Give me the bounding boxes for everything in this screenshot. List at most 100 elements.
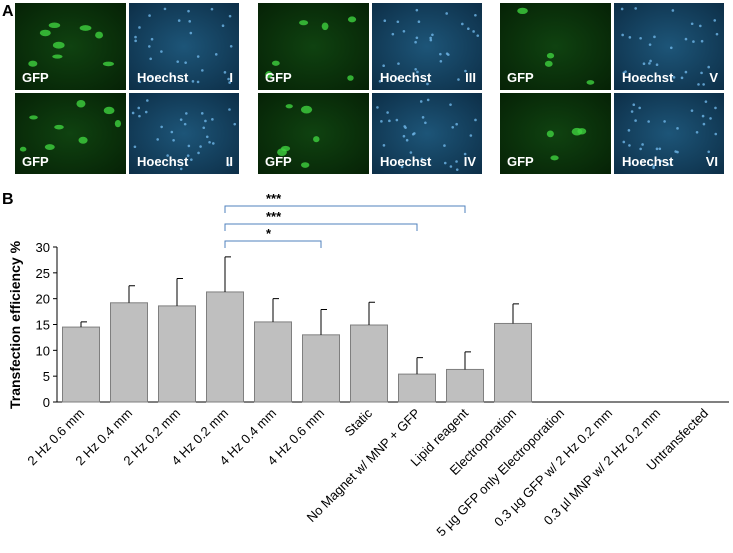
hoechst-image bbox=[614, 93, 724, 174]
nucleus bbox=[160, 50, 163, 53]
nucleus bbox=[704, 100, 708, 103]
nucleus bbox=[467, 27, 470, 31]
cell bbox=[48, 22, 61, 29]
nucleus bbox=[445, 12, 448, 15]
y-tick-label: 10 bbox=[36, 343, 50, 358]
nucleus bbox=[138, 26, 141, 29]
image-label: III bbox=[465, 70, 476, 85]
nucleus bbox=[642, 62, 646, 65]
nucleus bbox=[214, 53, 218, 56]
cell bbox=[280, 145, 291, 152]
image-label: Hoechst bbox=[137, 154, 189, 169]
nucleus bbox=[464, 69, 467, 73]
cell bbox=[95, 31, 104, 39]
nucleus bbox=[672, 76, 676, 79]
nucleus bbox=[221, 24, 225, 28]
nucleus bbox=[156, 138, 159, 141]
nucleus bbox=[414, 67, 417, 71]
image-label: I bbox=[229, 70, 233, 85]
y-tick-label: 15 bbox=[36, 318, 50, 333]
nucleus bbox=[233, 122, 237, 126]
nucleus bbox=[431, 33, 434, 37]
nucleus bbox=[463, 152, 467, 156]
nucleus bbox=[684, 70, 688, 74]
cell bbox=[19, 146, 27, 152]
cell bbox=[103, 106, 115, 115]
cell bbox=[544, 60, 553, 67]
nucleus bbox=[474, 118, 477, 122]
nucleus bbox=[429, 36, 432, 40]
nucleus bbox=[199, 145, 202, 148]
y-tick-label: 20 bbox=[36, 292, 50, 307]
nucleus bbox=[376, 106, 379, 109]
nucleus bbox=[622, 71, 626, 75]
nucleus bbox=[184, 61, 187, 64]
nucleus bbox=[404, 126, 407, 129]
significance-bracket bbox=[224, 240, 322, 248]
error-bar bbox=[320, 309, 327, 335]
image-label: GFP bbox=[22, 70, 49, 85]
gfp-image bbox=[15, 93, 126, 174]
nucleus bbox=[163, 7, 167, 11]
error-bar bbox=[416, 357, 423, 375]
nucleus bbox=[150, 37, 154, 41]
significance-bracket bbox=[224, 205, 466, 213]
nucleus bbox=[620, 7, 624, 11]
y-tick-label: 5 bbox=[43, 369, 50, 384]
nucleus bbox=[228, 108, 231, 111]
nucleus bbox=[212, 142, 215, 145]
hoechst-image bbox=[129, 3, 239, 90]
nucleus bbox=[188, 20, 192, 23]
nucleus bbox=[627, 129, 631, 132]
nucleus bbox=[474, 13, 477, 17]
nucleus bbox=[177, 19, 181, 22]
nucleus bbox=[628, 36, 632, 39]
nucleus bbox=[692, 40, 695, 43]
nucleus bbox=[700, 71, 703, 75]
nucleus bbox=[439, 59, 443, 63]
nucleus bbox=[648, 62, 651, 65]
cell bbox=[285, 104, 293, 109]
nucleus bbox=[690, 109, 694, 112]
image-label: GFP bbox=[265, 154, 292, 169]
bar bbox=[62, 326, 100, 403]
nucleus bbox=[176, 60, 180, 63]
cell bbox=[79, 25, 92, 31]
cell bbox=[39, 29, 51, 37]
nucleus bbox=[200, 112, 204, 115]
significance-label: *** bbox=[266, 191, 282, 206]
nucleus bbox=[639, 147, 642, 151]
cell bbox=[577, 128, 587, 135]
nucleus bbox=[144, 110, 148, 114]
nucleus bbox=[391, 32, 395, 36]
significance-label: * bbox=[266, 226, 272, 241]
nucleus bbox=[396, 77, 400, 80]
nucleus bbox=[190, 158, 193, 161]
nucleus bbox=[405, 138, 409, 142]
nucleus bbox=[414, 40, 417, 44]
nucleus bbox=[172, 138, 175, 142]
nucleus bbox=[154, 79, 158, 82]
cell bbox=[546, 130, 554, 138]
nucleus bbox=[676, 127, 679, 130]
nucleus bbox=[208, 140, 211, 144]
nucleus bbox=[149, 57, 152, 61]
gfp-image bbox=[258, 93, 369, 174]
bar bbox=[494, 322, 532, 403]
nucleus bbox=[671, 9, 675, 12]
nucleus bbox=[131, 111, 135, 115]
image-label: II bbox=[226, 154, 233, 169]
nucleus bbox=[229, 44, 233, 48]
image-label: GFP bbox=[22, 154, 49, 169]
error-bar bbox=[464, 351, 471, 370]
cell bbox=[52, 54, 63, 59]
error-bar bbox=[368, 301, 375, 326]
cell bbox=[102, 61, 115, 67]
nucleus bbox=[397, 62, 400, 65]
cell bbox=[313, 136, 320, 143]
nucleus bbox=[652, 164, 656, 168]
nucleus bbox=[134, 35, 137, 39]
y-tick-label: 25 bbox=[36, 266, 50, 281]
bar bbox=[158, 305, 196, 403]
